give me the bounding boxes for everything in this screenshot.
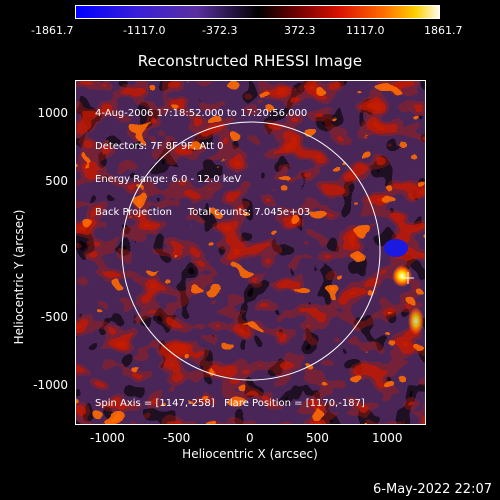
x-tick-label: 1000: [372, 431, 403, 445]
x-tick-label: -500: [163, 431, 191, 445]
detectors-text: Detectors: 7F 8F 9F, Att 0: [95, 141, 224, 152]
solar-limb-circle: [121, 121, 381, 381]
energy-range-text: Energy Range: 6.0 - 12.0 keV: [95, 174, 242, 185]
colorbar-label: 1117.0: [346, 24, 385, 37]
x-tick-label: 0: [246, 431, 254, 445]
plot-footer: Spin Axis = [1147,-258] Flare Position =…: [95, 398, 365, 409]
y-tick-label: -500: [40, 310, 68, 324]
date-stamp: 6-May-2022 22:07: [373, 482, 492, 497]
plot-title: Reconstructed RHESSI Image: [137, 52, 363, 70]
x-axis-title: Heliocentric X (arcsec): [182, 447, 318, 461]
flare-position-marker: [402, 272, 414, 284]
colorbar: [75, 5, 440, 19]
y-tick-label: -1000: [33, 378, 68, 392]
x-tick-label: -1000: [90, 431, 125, 445]
spin-axis-text: Spin Axis = [1147,-258]: [95, 398, 215, 409]
observation-info: 4-Aug-2006 17:18:52.000 to 17:20:56.000 …: [95, 86, 310, 229]
bright-emission-layer: [76, 81, 425, 424]
time-range-text: 4-Aug-2006 17:18:52.000 to 17:20:56.000: [95, 108, 308, 119]
x-tick-label: 500: [306, 431, 329, 445]
limb-source: [408, 307, 424, 335]
colorbar-label: 372.3: [284, 24, 316, 37]
method-counts-text: Back Projection Total counts: 7.045e+03: [95, 207, 311, 218]
y-tick-label: 1000: [37, 106, 68, 120]
colorbar-label: -1117.0: [123, 24, 166, 37]
flare-position-text: Flare Position = [1170,-187]: [224, 398, 365, 409]
y-axis-title: Heliocentric Y (arcsec): [12, 209, 26, 345]
y-tick-label: 0: [60, 242, 68, 256]
colorbar-label: -372.3: [202, 24, 238, 37]
colorbar-label: -1861.7: [31, 24, 74, 37]
negative-source: [384, 239, 408, 257]
solar-image-plot: [75, 80, 426, 425]
y-tick-label: 500: [45, 174, 68, 188]
colorbar-label: 1861.7: [424, 24, 463, 37]
flare-source: [392, 265, 412, 287]
